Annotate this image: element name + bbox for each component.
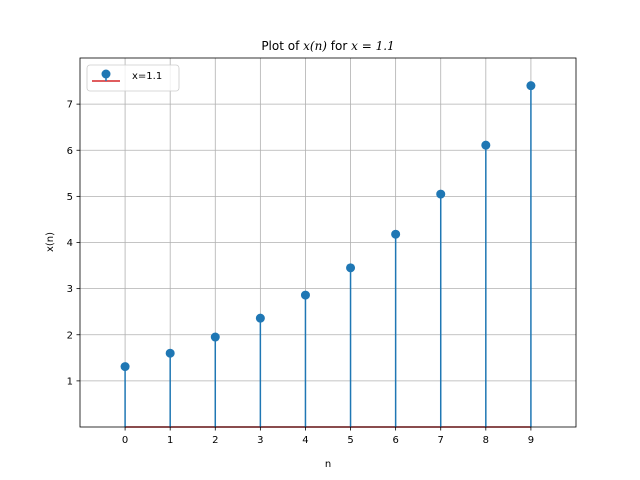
y-tick-label: 4 xyxy=(67,238,73,249)
stem-marker xyxy=(255,313,265,323)
x-tick-label: 6 xyxy=(392,435,398,446)
stem-marker xyxy=(481,140,491,150)
stem-marker xyxy=(210,332,220,342)
x-tick-label: 0 xyxy=(122,435,128,446)
y-tick-label: 7 xyxy=(67,100,73,111)
legend: x=1.1 xyxy=(86,64,180,92)
y-ticks: 1 2 3 4 5 6 7 xyxy=(67,100,80,387)
legend-label: x=1.1 xyxy=(132,71,162,82)
x-axis-label: n xyxy=(325,459,331,470)
markers xyxy=(120,81,536,372)
stem-marker xyxy=(436,189,446,199)
y-tick-label: 2 xyxy=(67,330,73,341)
stem-marker xyxy=(346,263,356,273)
title-prefix: Plot of xyxy=(261,39,303,53)
stems xyxy=(124,85,532,427)
x-tick-label: 8 xyxy=(483,435,489,446)
stem-marker xyxy=(165,348,175,358)
y-tick-label: 6 xyxy=(67,146,73,157)
x-tick-label: 5 xyxy=(347,435,353,446)
x-tick-label: 3 xyxy=(257,435,263,446)
y-tick-label: 3 xyxy=(67,284,73,295)
title-mid: for xyxy=(327,39,351,53)
x-tick-label: 2 xyxy=(212,435,218,446)
title-math-1: x(n) xyxy=(303,39,327,53)
y-tick-label: 5 xyxy=(67,192,73,203)
x-ticks: 0 1 2 3 4 5 6 7 8 9 xyxy=(122,427,534,446)
x-tick-label: 7 xyxy=(438,435,444,446)
stem-marker xyxy=(300,290,310,300)
x-tick-label: 9 xyxy=(528,435,534,446)
stem-marker xyxy=(120,362,130,372)
x-tick-label: 1 xyxy=(167,435,173,446)
title-math-2: x = 1.1 xyxy=(351,39,395,53)
stem-marker xyxy=(391,229,401,239)
y-tick-label: 1 xyxy=(67,376,73,387)
legend-box xyxy=(86,64,180,92)
stem-marker xyxy=(526,81,536,91)
legend-marker-swatch xyxy=(101,69,111,79)
y-axis-label: x(n) xyxy=(45,232,56,252)
chart-title: Plot of x(n) for x = 1.1 xyxy=(261,39,394,53)
x-tick-label: 4 xyxy=(302,435,308,446)
